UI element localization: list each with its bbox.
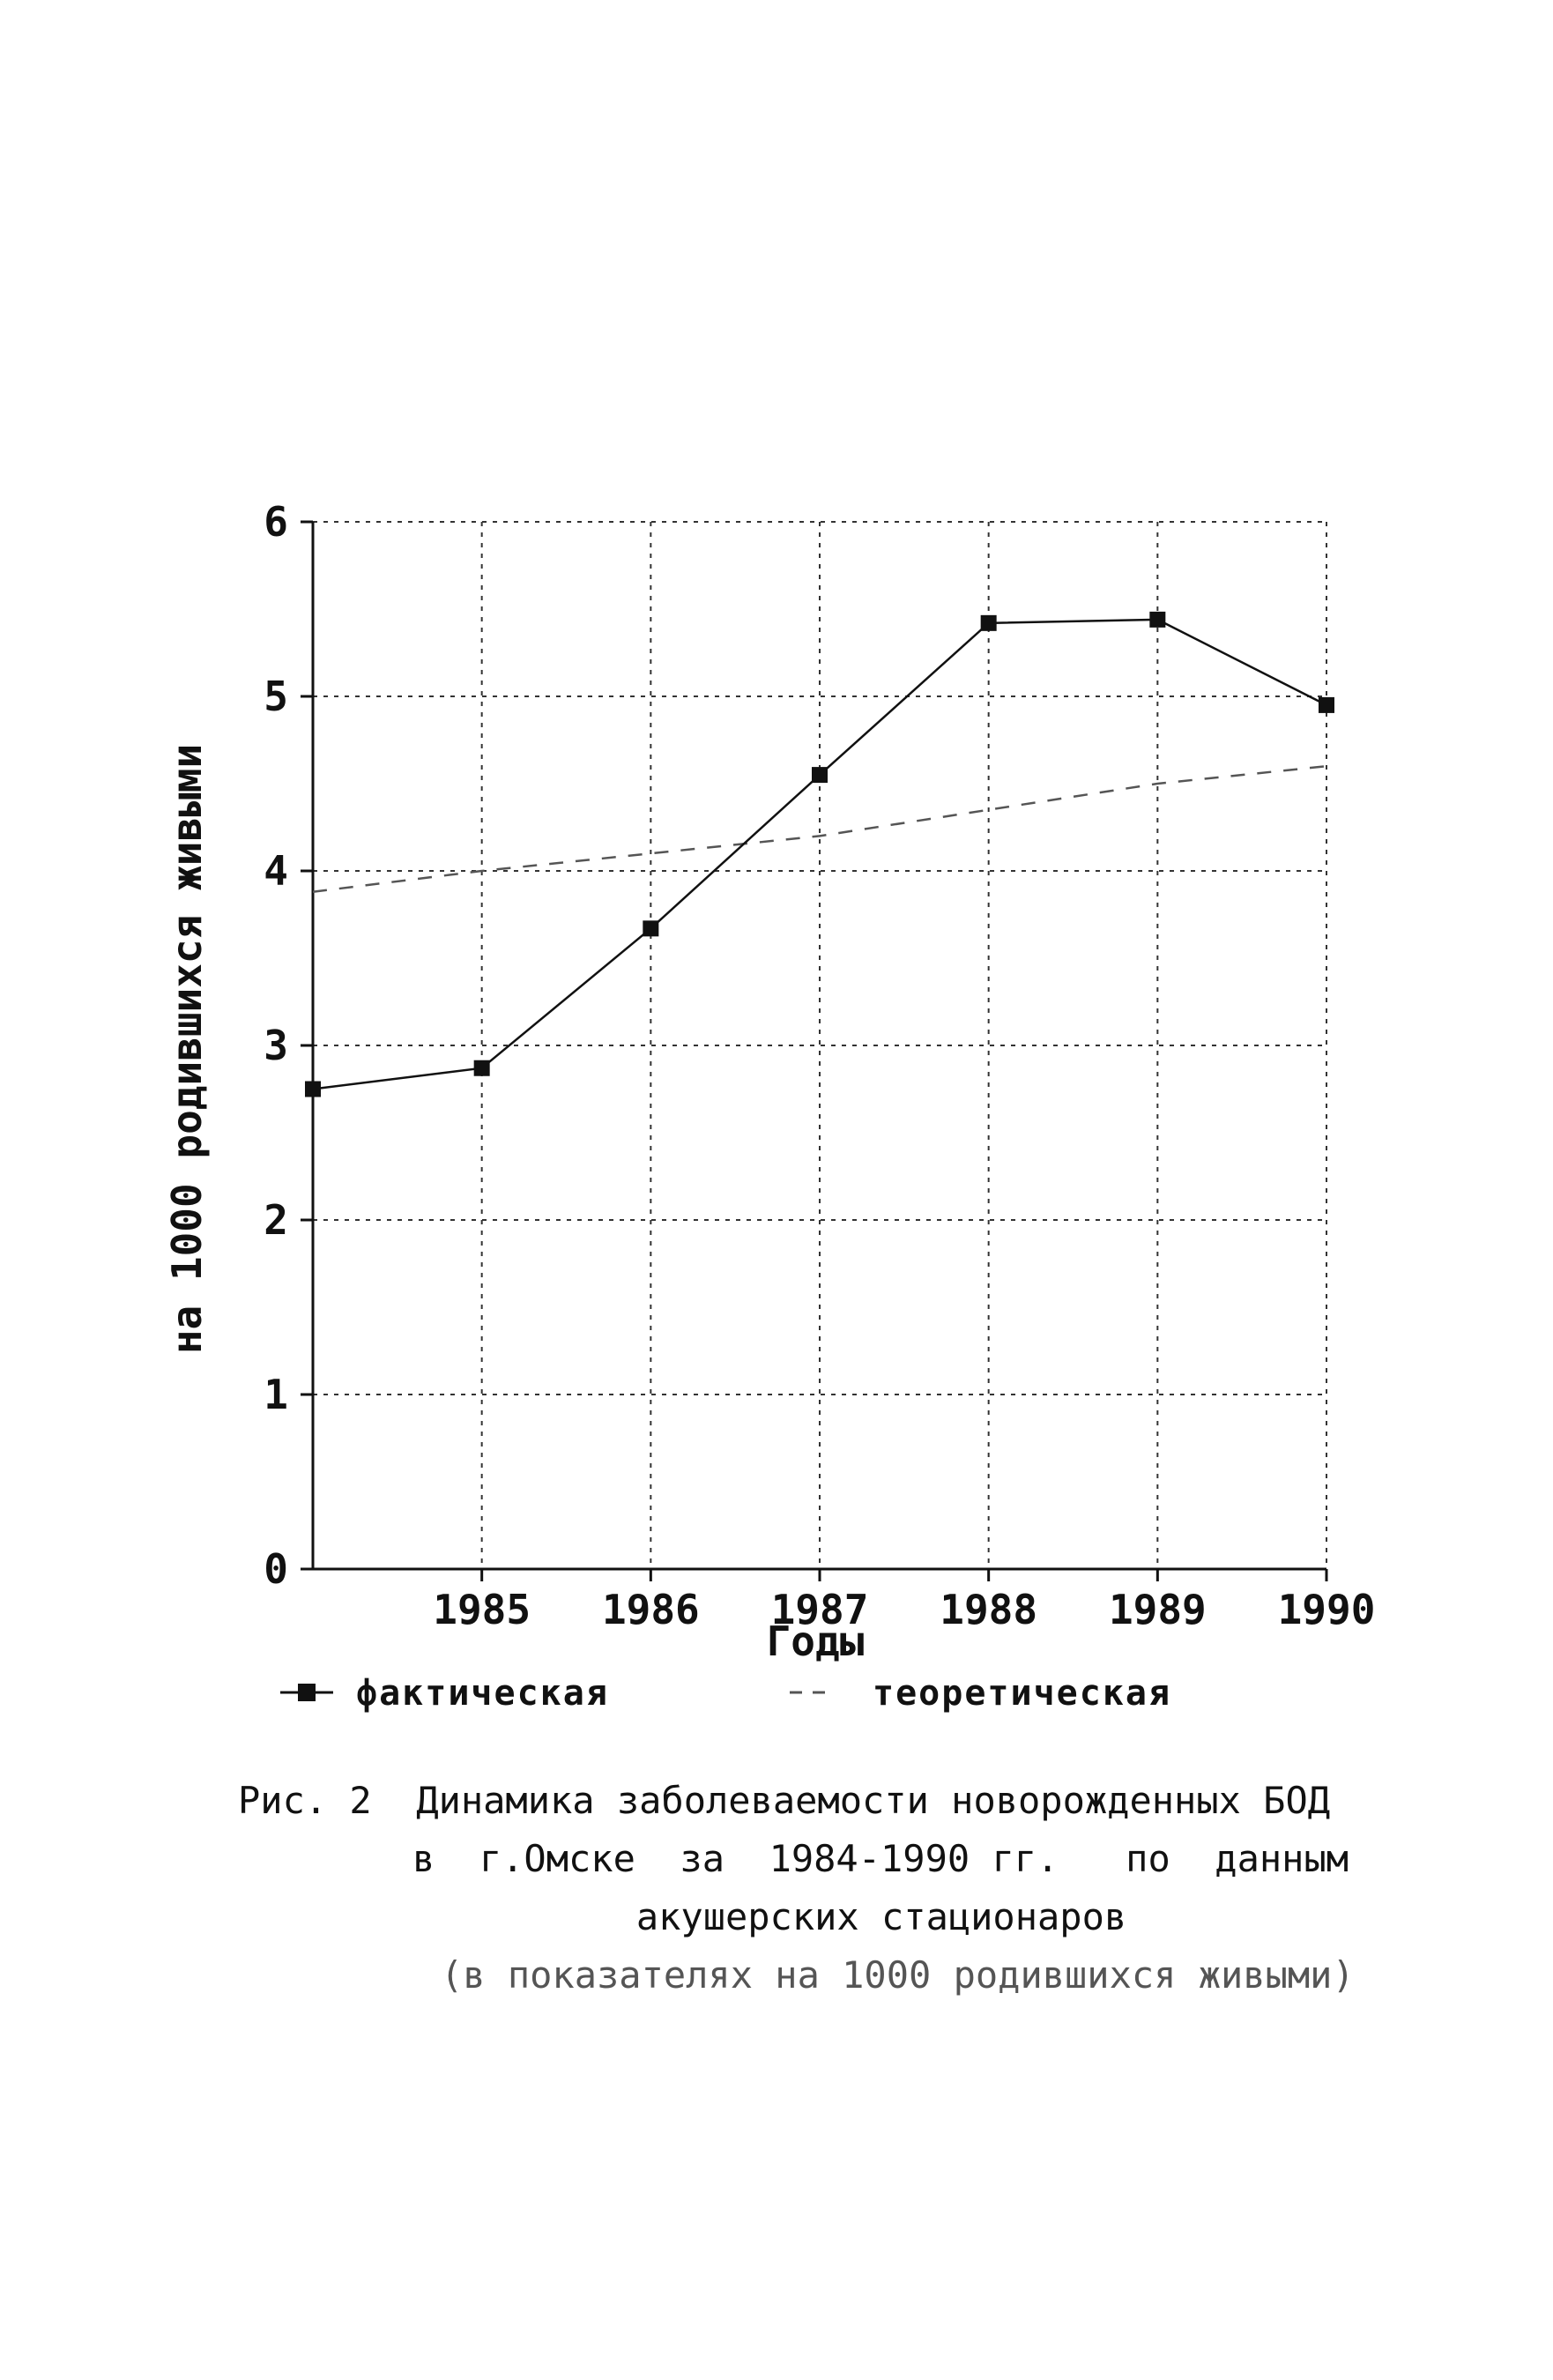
point-actual-1985 bbox=[473, 1060, 490, 1076]
line-actual bbox=[312, 618, 1327, 1090]
point-actual-1988 bbox=[980, 614, 997, 631]
y-tick-label-6: 6 bbox=[264, 498, 288, 546]
point-actual-1990 bbox=[1319, 696, 1334, 713]
legend-marker-actual bbox=[298, 1684, 316, 1701]
y-tick-label-1: 1 bbox=[264, 1371, 288, 1418]
x-tick-label-1990: 1990 bbox=[1278, 1586, 1376, 1633]
point-actual-1984 bbox=[305, 1081, 321, 1097]
legend-label-theoretical: теоретическая bbox=[873, 1673, 1171, 1714]
caption-line-4: (в показателях на 1000 родившихся живыми… bbox=[441, 1953, 1355, 1997]
x-tick-label-1985: 1985 bbox=[433, 1586, 531, 1633]
y-axis-title: на 1000 родившихся живыми bbox=[163, 744, 211, 1354]
point-actual-1989 bbox=[1149, 611, 1166, 628]
legend: фактическая теоретическая bbox=[280, 1673, 1171, 1714]
legend-label-actual: фактическая bbox=[356, 1673, 609, 1714]
y-tick-label-3: 3 bbox=[264, 1022, 288, 1069]
figure-caption: Рис. 2 Динамика заболеваемости новорожде… bbox=[238, 1772, 1355, 2004]
caption-line-1: Рис. 2 Динамика заболеваемости новорожде… bbox=[238, 1779, 1331, 1822]
x-tick-label-1988: 1988 bbox=[940, 1586, 1037, 1633]
y-axis-ticks: 0 1 2 3 4 5 6 bbox=[264, 498, 313, 1593]
x-axis-title: Годы bbox=[767, 1618, 865, 1665]
point-actual-1986 bbox=[643, 920, 659, 937]
y-tick-label-0: 0 bbox=[264, 1545, 288, 1593]
y-tick-label-4: 4 bbox=[264, 847, 288, 895]
caption-line-3: акушерских стационаров bbox=[635, 1895, 1127, 1938]
x-tick-label-1989: 1989 bbox=[1109, 1586, 1207, 1633]
y-tick-label-5: 5 bbox=[264, 673, 288, 720]
x-tick-label-1987: 1987 bbox=[771, 1586, 869, 1633]
caption-line-2: в г.Омске за 1984-1990 гг. по данным bbox=[412, 1837, 1349, 1880]
series-actual bbox=[305, 611, 1334, 1097]
point-actual-1987 bbox=[812, 767, 828, 784]
chart-grid bbox=[313, 521, 1327, 1569]
series-theoretical bbox=[312, 764, 1327, 894]
x-tick-label-1986: 1986 bbox=[602, 1586, 700, 1633]
line-chart: 0 1 2 3 4 5 6 1985 1986 1987 1988 1989 1990 на 1000… bbox=[163, 498, 1375, 1714]
line-theoretical bbox=[312, 764, 1327, 894]
y-tick-label-2: 2 bbox=[264, 1196, 288, 1244]
x-axis-ticks: 1985 1986 1987 1988 1989 1990 bbox=[433, 1569, 1375, 1633]
